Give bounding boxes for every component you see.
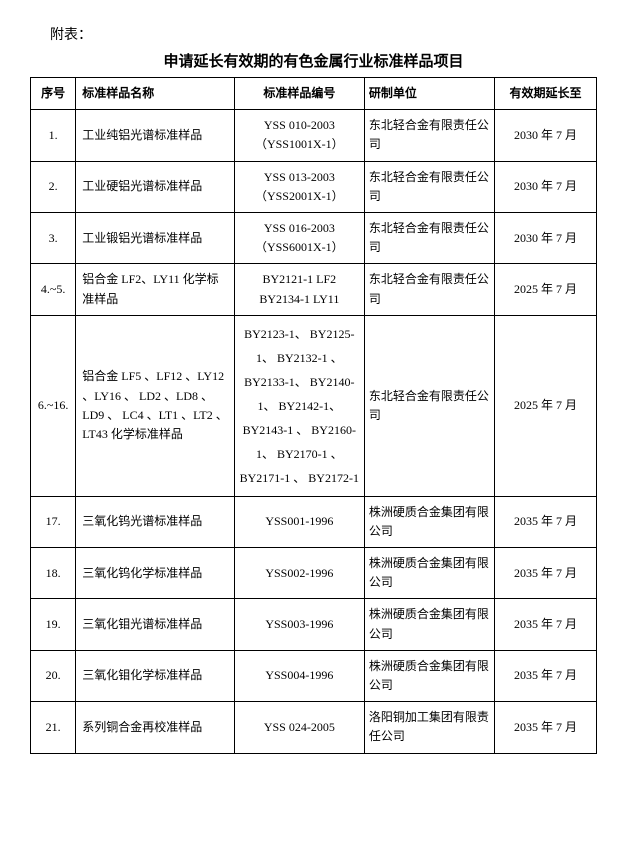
cell-index: 4.~5.	[31, 264, 76, 315]
cell-index: 21.	[31, 702, 76, 753]
cell-name: 三氧化钼化学标准样品	[76, 650, 234, 701]
cell-org: 东北轻合金有限责任公司	[364, 110, 494, 161]
cell-date: 2025 年 7 月	[495, 264, 597, 315]
cell-date: 2035 年 7 月	[495, 599, 597, 650]
cell-name: 三氧化钨化学标准样品	[76, 548, 234, 599]
cell-index: 18.	[31, 548, 76, 599]
table-row: 1.工业纯铝光谱标准样品YSS 010-2003（YSS1001X-1）东北轻合…	[31, 110, 597, 161]
cell-date: 2030 年 7 月	[495, 212, 597, 263]
cell-index: 3.	[31, 212, 76, 263]
table-row: 2.工业硬铝光谱标准样品YSS 013-2003（YSS2001X-1）东北轻合…	[31, 161, 597, 212]
cell-name: 三氧化钨光谱标准样品	[76, 496, 234, 547]
table-row: 4.~5.铝合金 LF2、LY11 化学标准样品BY2121-1 LF2 BY2…	[31, 264, 597, 315]
cell-org: 东北轻合金有限责任公司	[364, 161, 494, 212]
cell-name: 铝合金 LF5 、LF12 、LY12 、LY16 、 LD2 、LD8 、 L…	[76, 315, 234, 496]
cell-code: YSS002-1996	[234, 548, 364, 599]
cell-code: YSS001-1996	[234, 496, 364, 547]
cell-name: 工业锻铝光谱标准样品	[76, 212, 234, 263]
cell-date: 2025 年 7 月	[495, 315, 597, 496]
cell-date: 2030 年 7 月	[495, 161, 597, 212]
cell-org: 东北轻合金有限责任公司	[364, 315, 494, 496]
table-row: 21.系列铜合金再校准样品YSS 024-2005洛阳铜加工集团有限责任公司20…	[31, 702, 597, 753]
cell-org: 东北轻合金有限责任公司	[364, 264, 494, 315]
cell-index: 20.	[31, 650, 76, 701]
cell-code: BY2121-1 LF2 BY2134-1 LY11	[234, 264, 364, 315]
cell-index: 17.	[31, 496, 76, 547]
cell-name: 工业纯铝光谱标准样品	[76, 110, 234, 161]
table-row: 3.工业锻铝光谱标准样品YSS 016-2003（YSS6001X-1）东北轻合…	[31, 212, 597, 263]
standards-table: 序号 标准样品名称 标准样品编号 研制单位 有效期延长至 1.工业纯铝光谱标准样…	[30, 77, 597, 754]
cell-name: 系列铜合金再校准样品	[76, 702, 234, 753]
cell-date: 2035 年 7 月	[495, 702, 597, 753]
cell-date: 2035 年 7 月	[495, 548, 597, 599]
cell-org: 株洲硬质合金集团有限公司	[364, 650, 494, 701]
cell-index: 19.	[31, 599, 76, 650]
col-header-name: 标准样品名称	[76, 78, 234, 110]
cell-org: 株洲硬质合金集团有限公司	[364, 496, 494, 547]
cell-code: YSS 024-2005	[234, 702, 364, 753]
cell-date: 2035 年 7 月	[495, 496, 597, 547]
table-row: 6.~16.铝合金 LF5 、LF12 、LY12 、LY16 、 LD2 、L…	[31, 315, 597, 496]
attachment-label: 附表：	[50, 24, 597, 44]
col-header-code: 标准样品编号	[234, 78, 364, 110]
cell-org: 东北轻合金有限责任公司	[364, 212, 494, 263]
cell-org: 洛阳铜加工集团有限责任公司	[364, 702, 494, 753]
cell-date: 2030 年 7 月	[495, 110, 597, 161]
table-row: 17.三氧化钨光谱标准样品YSS001-1996株洲硬质合金集团有限公司2035…	[31, 496, 597, 547]
cell-name: 铝合金 LF2、LY11 化学标准样品	[76, 264, 234, 315]
cell-code: YSS 010-2003（YSS1001X-1）	[234, 110, 364, 161]
cell-index: 2.	[31, 161, 76, 212]
table-row: 19.三氧化钼光谱标准样品YSS003-1996株洲硬质合金集团有限公司2035…	[31, 599, 597, 650]
cell-code: YSS003-1996	[234, 599, 364, 650]
cell-code: YSS 013-2003（YSS2001X-1）	[234, 161, 364, 212]
cell-index: 6.~16.	[31, 315, 76, 496]
cell-date: 2035 年 7 月	[495, 650, 597, 701]
cell-org: 株洲硬质合金集团有限公司	[364, 599, 494, 650]
table-row: 18.三氧化钨化学标准样品YSS002-1996株洲硬质合金集团有限公司2035…	[31, 548, 597, 599]
cell-name: 工业硬铝光谱标准样品	[76, 161, 234, 212]
cell-index: 1.	[31, 110, 76, 161]
table-header-row: 序号 标准样品名称 标准样品编号 研制单位 有效期延长至	[31, 78, 597, 110]
col-header-index: 序号	[31, 78, 76, 110]
cell-code: YSS 016-2003（YSS6001X-1）	[234, 212, 364, 263]
table-row: 20.三氧化钼化学标准样品YSS004-1996株洲硬质合金集团有限公司2035…	[31, 650, 597, 701]
cell-org: 株洲硬质合金集团有限公司	[364, 548, 494, 599]
col-header-date: 有效期延长至	[495, 78, 597, 110]
cell-code: YSS004-1996	[234, 650, 364, 701]
cell-name: 三氧化钼光谱标准样品	[76, 599, 234, 650]
col-header-org: 研制单位	[364, 78, 494, 110]
cell-code: BY2123-1、 BY2125-1、 BY2132-1 、 BY2133-1、…	[234, 315, 364, 496]
page-title: 申请延长有效期的有色金属行业标准样品项目	[30, 50, 597, 71]
